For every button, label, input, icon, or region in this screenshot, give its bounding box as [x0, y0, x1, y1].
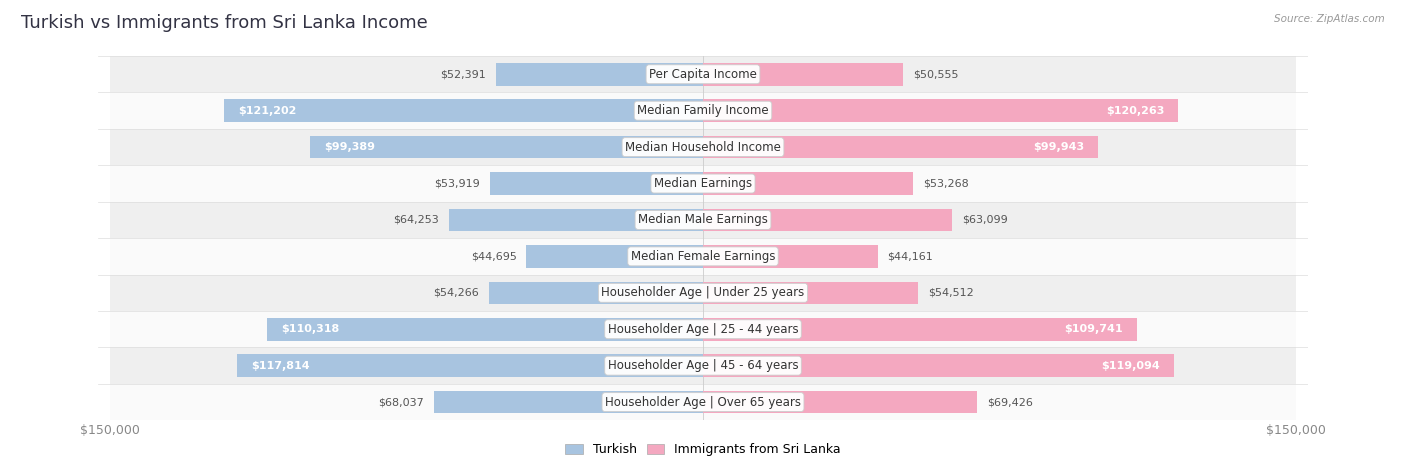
Bar	[224, 99, 703, 122]
Text: $50,555: $50,555	[912, 69, 957, 79]
Text: $119,094: $119,094	[1101, 361, 1160, 371]
Text: $63,099: $63,099	[962, 215, 1008, 225]
Legend: Turkish, Immigrants from Sri Lanka: Turkish, Immigrants from Sri Lanka	[560, 439, 846, 461]
Text: $109,741: $109,741	[1064, 324, 1123, 334]
Bar	[703, 282, 918, 304]
Text: Source: ZipAtlas.com: Source: ZipAtlas.com	[1274, 14, 1385, 24]
Text: Median Earnings: Median Earnings	[654, 177, 752, 190]
Text: $53,268: $53,268	[924, 178, 969, 189]
Bar	[449, 209, 703, 231]
Bar	[110, 238, 1296, 275]
Text: $68,037: $68,037	[378, 397, 425, 407]
Text: $44,695: $44,695	[471, 251, 516, 262]
Text: $117,814: $117,814	[252, 361, 309, 371]
Text: $52,391: $52,391	[440, 69, 486, 79]
Bar	[110, 347, 1296, 384]
Text: Householder Age | 25 - 44 years: Householder Age | 25 - 44 years	[607, 323, 799, 336]
Bar	[703, 318, 1136, 340]
Bar	[703, 63, 903, 85]
Text: $64,253: $64,253	[394, 215, 439, 225]
Bar	[703, 354, 1174, 377]
Text: $69,426: $69,426	[987, 397, 1033, 407]
Bar	[526, 245, 703, 268]
Bar	[496, 63, 703, 85]
Text: $99,943: $99,943	[1033, 142, 1084, 152]
Text: Householder Age | Over 65 years: Householder Age | Over 65 years	[605, 396, 801, 409]
Text: Median Male Earnings: Median Male Earnings	[638, 213, 768, 226]
Bar	[489, 172, 703, 195]
Bar	[110, 311, 1296, 347]
Text: Median Household Income: Median Household Income	[626, 141, 780, 154]
Bar	[110, 275, 1296, 311]
Bar	[488, 282, 703, 304]
Bar	[311, 136, 703, 158]
Text: Median Family Income: Median Family Income	[637, 104, 769, 117]
Text: $99,389: $99,389	[325, 142, 375, 152]
Bar	[703, 99, 1178, 122]
Text: Householder Age | 45 - 64 years: Householder Age | 45 - 64 years	[607, 359, 799, 372]
Bar	[267, 318, 703, 340]
Text: $44,161: $44,161	[887, 251, 934, 262]
Bar	[703, 136, 1098, 158]
Text: Householder Age | Under 25 years: Householder Age | Under 25 years	[602, 286, 804, 299]
Bar	[110, 202, 1296, 238]
Bar	[110, 165, 1296, 202]
Text: Median Female Earnings: Median Female Earnings	[631, 250, 775, 263]
Bar	[110, 384, 1296, 420]
Text: $120,263: $120,263	[1107, 106, 1164, 116]
Bar	[110, 129, 1296, 165]
Bar	[703, 391, 977, 413]
Bar	[703, 209, 952, 231]
Text: $53,919: $53,919	[434, 178, 479, 189]
Text: Per Capita Income: Per Capita Income	[650, 68, 756, 81]
Bar	[110, 92, 1296, 129]
Text: $110,318: $110,318	[281, 324, 339, 334]
Text: Turkish vs Immigrants from Sri Lanka Income: Turkish vs Immigrants from Sri Lanka Inc…	[21, 14, 427, 32]
Bar	[703, 172, 914, 195]
Bar	[703, 245, 877, 268]
Text: $54,266: $54,266	[433, 288, 478, 298]
Bar	[238, 354, 703, 377]
Text: $121,202: $121,202	[238, 106, 297, 116]
Bar	[110, 56, 1296, 92]
Text: $54,512: $54,512	[928, 288, 974, 298]
Bar	[434, 391, 703, 413]
